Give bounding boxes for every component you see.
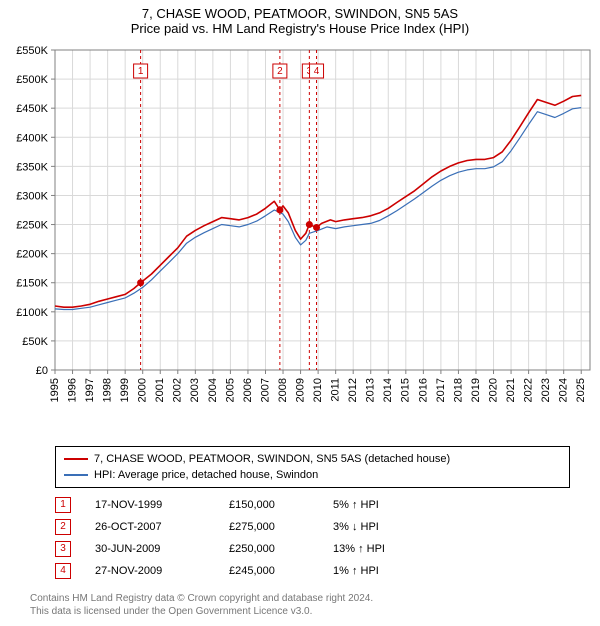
sale-diff: 3% ↓ HPI bbox=[333, 516, 433, 538]
legend-label: HPI: Average price, detached house, Swin… bbox=[94, 467, 318, 483]
sale-date: 30-JUN-2009 bbox=[95, 538, 205, 560]
svg-text:£200K: £200K bbox=[16, 249, 48, 261]
sale-row: 1 17-NOV-1999 £150,000 5% ↑ HPI bbox=[55, 494, 570, 516]
svg-text:£250K: £250K bbox=[16, 220, 48, 232]
svg-text:2019: 2019 bbox=[470, 378, 482, 402]
legend-item: 7, CHASE WOOD, PEATMOOR, SWINDON, SN5 5A… bbox=[64, 451, 561, 467]
svg-text:2006: 2006 bbox=[242, 378, 254, 402]
svg-text:2010: 2010 bbox=[312, 378, 324, 402]
svg-text:2011: 2011 bbox=[330, 378, 342, 402]
sale-price: £275,000 bbox=[229, 516, 309, 538]
svg-text:£100K: £100K bbox=[16, 307, 48, 319]
sale-price: £150,000 bbox=[229, 494, 309, 516]
svg-text:£0: £0 bbox=[36, 365, 48, 377]
svg-text:2001: 2001 bbox=[154, 378, 166, 402]
svg-text:2014: 2014 bbox=[382, 378, 394, 402]
svg-text:2021: 2021 bbox=[505, 378, 517, 402]
svg-text:1998: 1998 bbox=[102, 378, 114, 402]
price-chart: £0 £50K £100K £150K £200K £250K £300K £350K £400… bbox=[0, 40, 600, 440]
sale-row: 4 27-NOV-2009 £245,000 1% ↑ HPI bbox=[55, 560, 570, 582]
svg-text:2000: 2000 bbox=[137, 378, 149, 402]
sale-diff: 5% ↑ HPI bbox=[333, 494, 433, 516]
svg-text:£400K: £400K bbox=[16, 132, 48, 144]
svg-text:2024: 2024 bbox=[558, 378, 570, 402]
svg-text:1997: 1997 bbox=[84, 378, 96, 402]
svg-text:£350K: £350K bbox=[16, 161, 48, 173]
title-line-2: Price paid vs. HM Land Registry's House … bbox=[0, 21, 600, 36]
svg-text:1995: 1995 bbox=[49, 378, 61, 402]
svg-text:2018: 2018 bbox=[452, 378, 464, 402]
svg-text:2023: 2023 bbox=[540, 378, 552, 402]
legend-label: 7, CHASE WOOD, PEATMOOR, SWINDON, SN5 5A… bbox=[94, 451, 450, 467]
svg-text:2007: 2007 bbox=[259, 378, 271, 402]
svg-text:2016: 2016 bbox=[417, 378, 429, 402]
svg-text:£300K: £300K bbox=[16, 190, 48, 202]
svg-text:2025: 2025 bbox=[575, 378, 587, 402]
legend-swatch bbox=[64, 458, 88, 460]
footer-attribution: Contains HM Land Registry data © Crown c… bbox=[30, 592, 570, 618]
sale-row: 3 30-JUN-2009 £250,000 13% ↑ HPI bbox=[55, 538, 570, 560]
svg-text:£450K: £450K bbox=[16, 103, 48, 115]
legend: 7, CHASE WOOD, PEATMOOR, SWINDON, SN5 5A… bbox=[55, 446, 570, 488]
sale-date: 17-NOV-1999 bbox=[95, 494, 205, 516]
svg-text:£550K: £550K bbox=[16, 45, 48, 57]
svg-text:2017: 2017 bbox=[435, 378, 447, 402]
svg-text:2009: 2009 bbox=[294, 378, 306, 402]
svg-text:£500K: £500K bbox=[16, 74, 48, 86]
svg-text:1: 1 bbox=[138, 66, 144, 77]
sale-diff: 1% ↑ HPI bbox=[333, 560, 433, 582]
sale-marker: 4 bbox=[55, 563, 71, 579]
svg-text:2013: 2013 bbox=[365, 378, 377, 402]
sale-price: £250,000 bbox=[229, 538, 309, 560]
sale-row: 2 26-OCT-2007 £275,000 3% ↓ HPI bbox=[55, 516, 570, 538]
sale-price: £245,000 bbox=[229, 560, 309, 582]
svg-text:2002: 2002 bbox=[172, 378, 184, 402]
svg-text:2005: 2005 bbox=[224, 378, 236, 402]
title-line-1: 7, CHASE WOOD, PEATMOOR, SWINDON, SN5 5A… bbox=[0, 6, 600, 21]
footer-line-1: Contains HM Land Registry data © Crown c… bbox=[30, 592, 570, 605]
svg-text:2008: 2008 bbox=[277, 378, 289, 402]
svg-text:2004: 2004 bbox=[207, 378, 219, 402]
sale-diff: 13% ↑ HPI bbox=[333, 538, 433, 560]
svg-text:2003: 2003 bbox=[189, 378, 201, 402]
legend-swatch bbox=[64, 474, 88, 476]
svg-text:£50K: £50K bbox=[22, 336, 48, 348]
sale-date: 27-NOV-2009 bbox=[95, 560, 205, 582]
svg-text:£150K: £150K bbox=[16, 278, 48, 290]
footer-line-2: This data is licensed under the Open Gov… bbox=[30, 605, 570, 618]
sale-marker: 1 bbox=[55, 497, 71, 513]
svg-text:2: 2 bbox=[277, 66, 283, 77]
svg-text:2020: 2020 bbox=[487, 378, 499, 402]
svg-text:2022: 2022 bbox=[523, 378, 535, 402]
svg-text:1999: 1999 bbox=[119, 378, 131, 402]
sale-marker: 2 bbox=[55, 519, 71, 535]
sales-table: 1 17-NOV-1999 £150,000 5% ↑ HPI 2 26-OCT-2007… bbox=[55, 494, 570, 582]
sale-marker: 3 bbox=[55, 541, 71, 557]
svg-text:2015: 2015 bbox=[400, 378, 412, 402]
sale-date: 26-OCT-2007 bbox=[95, 516, 205, 538]
svg-text:2012: 2012 bbox=[347, 378, 359, 402]
svg-text:4: 4 bbox=[314, 66, 320, 77]
legend-item: HPI: Average price, detached house, Swin… bbox=[64, 467, 561, 483]
svg-text:1996: 1996 bbox=[66, 378, 78, 402]
